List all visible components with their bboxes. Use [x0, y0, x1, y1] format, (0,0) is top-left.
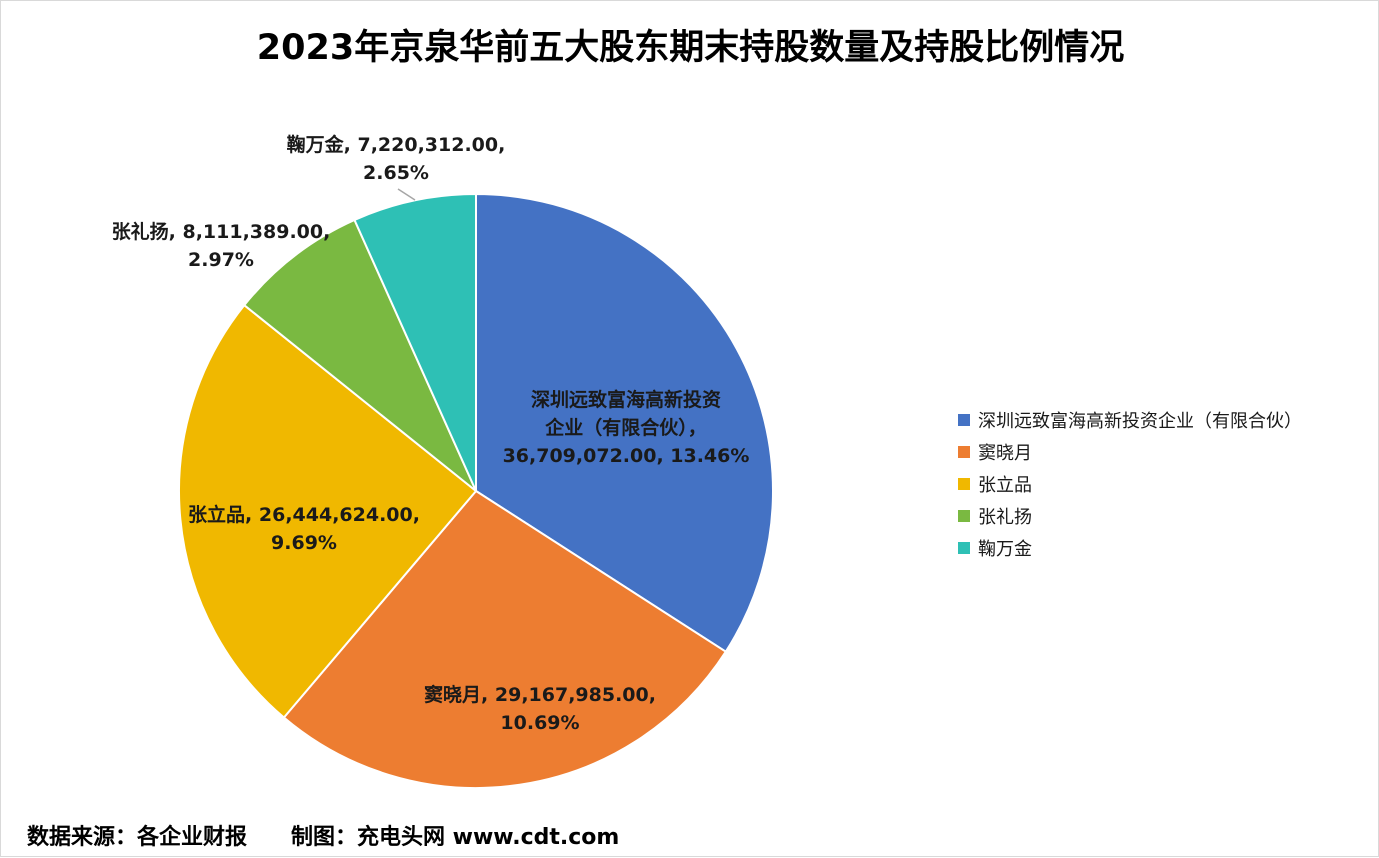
legend-item-3: 张立品: [958, 468, 1302, 500]
pie-slice-1: [475, 192, 774, 654]
pie-slice-2: [282, 489, 728, 789]
legend-swatch: [958, 446, 970, 458]
slice-label-1: 深圳远致富海高新投资 企业（有限合伙）， 36,709,072.00, 13.46%: [502, 389, 750, 467]
pie-slice-4: [242, 218, 477, 492]
legend-swatch: [958, 414, 970, 426]
legend-label: 深圳远致富海高新投资企业（有限合伙）: [978, 411, 1302, 432]
slice-label-3: 张立品, 26,444,624.00, 9.69%: [188, 504, 420, 554]
slice-label-4: 张礼扬, 8,111,389.00, 2.97%: [111, 221, 331, 271]
leader-line: [397, 188, 416, 201]
legend-item-2: 窦晓月: [958, 436, 1302, 468]
legend-item-5: 鞠万金: [958, 532, 1302, 564]
pie-slice-3: [178, 303, 478, 719]
source-note: 数据来源：各企业财报 制图：充电头网 www.cdt.com: [27, 825, 620, 850]
pie-slice-5: [353, 192, 477, 492]
legend-label: 鞠万金: [978, 539, 1032, 560]
legend-label: 窦晓月: [978, 443, 1032, 464]
legend-label: 张礼扬: [978, 507, 1032, 528]
legend-swatch: [958, 478, 970, 490]
legend-label: 张立品: [978, 475, 1032, 496]
slice-label-5: 鞠万金, 7,220,312.00, 2.65%: [286, 134, 506, 184]
chart-title: 2023年京泉华前五大股东期末持股数量及持股比例情况: [256, 28, 1125, 68]
legend-item-1: 深圳远致富海高新投资企业（有限合伙）: [958, 404, 1302, 436]
legend-swatch: [958, 542, 970, 554]
legend: 深圳远致富海高新投资企业（有限合伙） 窦晓月张立品张礼扬鞠万金: [958, 404, 1302, 564]
legend-item-4: 张礼扬: [958, 500, 1302, 532]
legend-swatch: [958, 510, 970, 522]
slice-label-2: 窦晓月, 29,167,985.00, 10.69%: [424, 684, 656, 734]
